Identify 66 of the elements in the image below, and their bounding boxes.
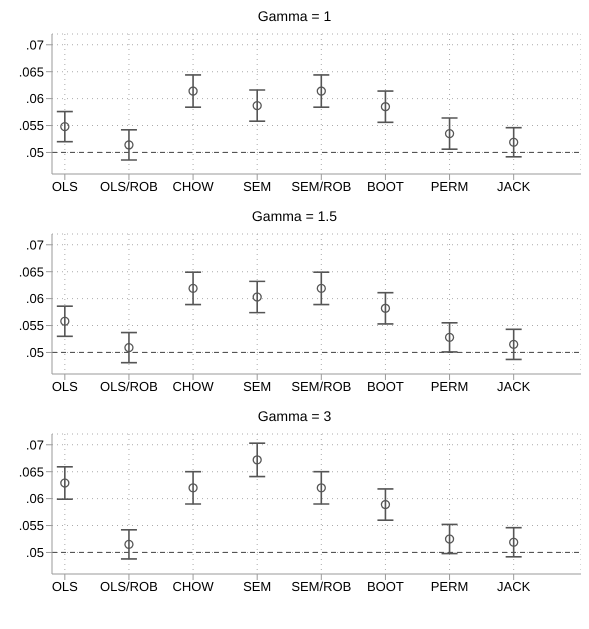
x-tick-label: PERM (430, 579, 468, 594)
point (252, 292, 262, 302)
point (252, 100, 262, 110)
x-tick-label: JACK (497, 179, 531, 194)
x-tick-label: SEM/ROB (291, 579, 352, 594)
x-tick-label: OLS/ROB (100, 579, 158, 594)
chart-title: Gamma = 1 (256, 8, 332, 26)
x-tick-label: SEM/ROB (291, 179, 352, 194)
point (509, 340, 518, 350)
x-tick-label: OLS/ROB (100, 179, 158, 194)
point (60, 122, 70, 132)
point (124, 540, 134, 550)
point (316, 86, 326, 96)
point (188, 284, 198, 294)
x-tick-label: BOOT (367, 579, 404, 594)
point (188, 86, 198, 96)
point (509, 538, 518, 547)
x-tick-label: JACK (497, 579, 531, 594)
y-tick-label: .065 (18, 64, 44, 80)
y-tick-label: .06 (26, 491, 44, 506)
x-tick-label: BOOT (367, 179, 404, 194)
y-tick-label: .05 (26, 345, 44, 360)
point (124, 140, 134, 150)
x-tick-label: SEM (243, 379, 272, 394)
x-tick-label: JACK (497, 379, 531, 394)
x-tick-label: SEM/ROB (291, 379, 352, 394)
point (444, 128, 454, 138)
x-tick-label: BOOT (367, 379, 404, 394)
x-tick-label: PERM (430, 179, 468, 194)
point (380, 102, 390, 112)
y-tick-label: .07 (26, 37, 44, 52)
x-tick-label: CHOW (172, 579, 214, 594)
x-tick-label: SEM (243, 579, 272, 594)
y-tick-label: .065 (18, 264, 44, 280)
x-tick-label: OLS (52, 179, 78, 194)
chart-title: Gamma = 3 (256, 408, 332, 426)
x-tick-label: PERM (430, 379, 468, 394)
x-tick-label: OLS (52, 379, 78, 394)
point (316, 483, 326, 492)
y-tick-label: .05 (26, 145, 44, 160)
y-tick-label: .06 (26, 91, 44, 106)
point (252, 455, 262, 464)
y-tick-label: .055 (18, 518, 44, 534)
chart-title: Gamma = 1.5 (250, 208, 338, 226)
point (444, 534, 454, 544)
point (60, 478, 70, 488)
y-tick-label: .06 (26, 291, 44, 306)
y-tick-label: .05 (26, 545, 44, 560)
point (509, 138, 518, 147)
y-tick-label: .055 (18, 318, 44, 334)
y-tick-label: .065 (18, 464, 44, 480)
y-tick-label: .055 (18, 118, 44, 134)
point (380, 304, 390, 313)
point (188, 483, 198, 492)
point (124, 342, 134, 352)
point (60, 316, 70, 326)
y-tick-label: .07 (26, 437, 44, 452)
x-tick-label: CHOW (172, 179, 214, 194)
point (380, 500, 390, 510)
x-tick-label: SEM (243, 179, 272, 194)
point (316, 284, 326, 294)
point (444, 332, 454, 342)
x-tick-label: OLS/ROB (100, 379, 158, 394)
y-tick-label: .07 (26, 237, 44, 252)
x-tick-label: OLS (52, 579, 78, 594)
x-tick-label: CHOW (172, 379, 214, 394)
